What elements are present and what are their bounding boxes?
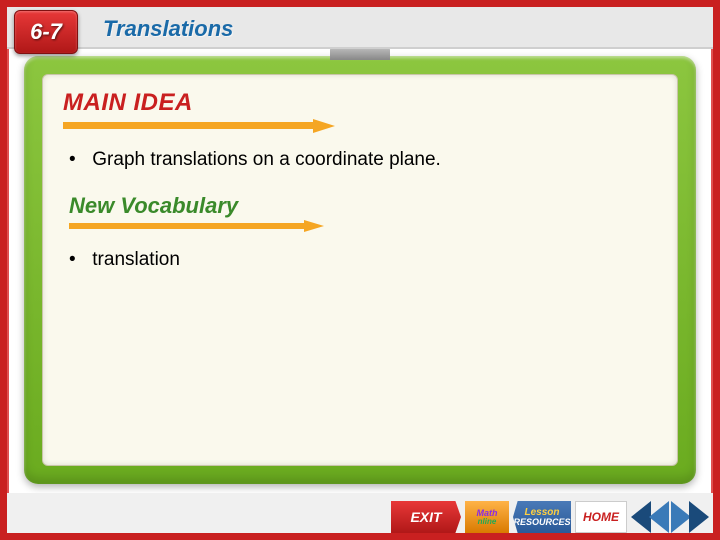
exit-label: EXIT: [410, 509, 441, 525]
content-panel: MAIN IDEA • Graph translations on a coor…: [24, 56, 696, 484]
prev-section-icon[interactable]: [631, 501, 651, 533]
math-label-bottom: nline: [478, 518, 497, 526]
content-area: MAIN IDEA • Graph translations on a coor…: [42, 74, 678, 466]
home-label: HOME: [583, 510, 619, 524]
next-section-icon[interactable]: [689, 501, 709, 533]
bullet-icon: •: [69, 249, 87, 271]
nav-arrows: [631, 501, 709, 533]
main-idea-label: MAIN IDEA: [63, 89, 333, 117]
title-bar: Translations: [7, 7, 713, 49]
lesson-label-bottom: RESOURCES: [513, 518, 570, 527]
lesson-resources-button[interactable]: Lesson RESOURCES: [513, 501, 571, 533]
vocab-label: New Vocabulary: [69, 193, 339, 219]
lesson-number: 6-7: [30, 19, 62, 45]
home-button[interactable]: HOME: [575, 501, 627, 533]
main-idea-bullet: • Graph translations on a coordinate pla…: [69, 149, 657, 171]
prev-slide-icon[interactable]: [649, 501, 669, 533]
exit-button[interactable]: EXIT: [391, 501, 461, 533]
underline-icon: [69, 223, 304, 229]
main-idea-text: Graph translations on a coordinate plane…: [92, 149, 441, 170]
next-slide-icon[interactable]: [671, 501, 691, 533]
underline-icon: [63, 122, 313, 129]
vocab-header: New Vocabulary: [69, 193, 339, 233]
bullet-icon: •: [69, 149, 87, 171]
vocab-item: • translation: [69, 249, 657, 271]
math-online-button[interactable]: Math nline: [465, 501, 509, 533]
vocab-term: translation: [92, 249, 180, 270]
lesson-number-tab: 6-7: [14, 10, 78, 54]
nav-bar: EXIT Math nline Lesson RESOURCES HOME: [7, 493, 713, 533]
lesson-title: Translations: [103, 16, 233, 42]
main-idea-header: MAIN IDEA: [63, 89, 333, 131]
lesson-label-top: Lesson: [524, 508, 559, 518]
